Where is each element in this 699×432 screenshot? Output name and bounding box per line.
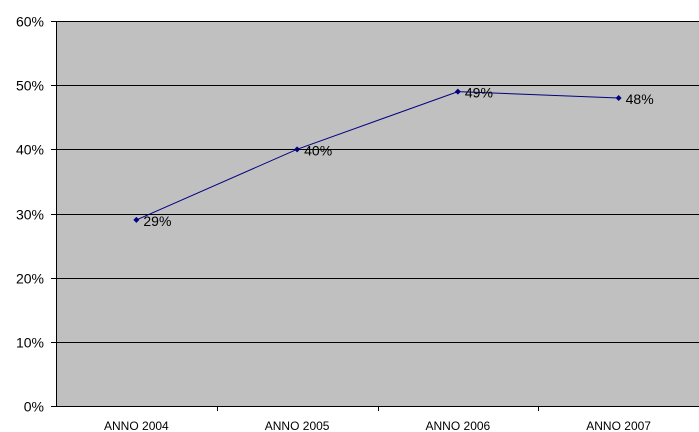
y-tick-label: 50%: [16, 78, 44, 94]
axes: [51, 21, 699, 411]
data-point-marker: [294, 146, 301, 153]
data-point-marker: [615, 95, 622, 101]
y-tick-label: 0%: [24, 399, 44, 415]
data-label: 48%: [626, 91, 654, 107]
y-tick-label: 60%: [16, 14, 44, 30]
x-tick-label: ANNO 2004: [104, 419, 169, 432]
y-tick-label: 10%: [16, 335, 44, 351]
y-tick-label: 30%: [16, 207, 44, 223]
y-tick-label: 20%: [16, 271, 44, 287]
series-group: [133, 88, 622, 223]
data-label: 29%: [143, 213, 171, 229]
series-line: [136, 91, 619, 221]
x-axis-tick-labels: ANNO 2004 ANNO 2005 ANNO 2006 ANNO 2007: [104, 419, 651, 432]
gridlines: [56, 21, 699, 343]
y-tick-label: 40%: [16, 142, 44, 158]
data-labels: 29% 40% 49% 48%: [143, 85, 653, 229]
data-point-marker: [454, 88, 461, 95]
x-tick-label: ANNO 2006: [426, 419, 491, 432]
data-label: 40%: [304, 142, 332, 158]
x-tick-label: ANNO 2005: [265, 419, 330, 432]
data-point-marker: [133, 216, 140, 223]
data-label: 49%: [465, 85, 493, 101]
y-axis-tick-labels: 0% 10% 20% 30% 40% 50% 60%: [16, 14, 44, 415]
x-tick-label: ANNO 2007: [586, 419, 651, 432]
